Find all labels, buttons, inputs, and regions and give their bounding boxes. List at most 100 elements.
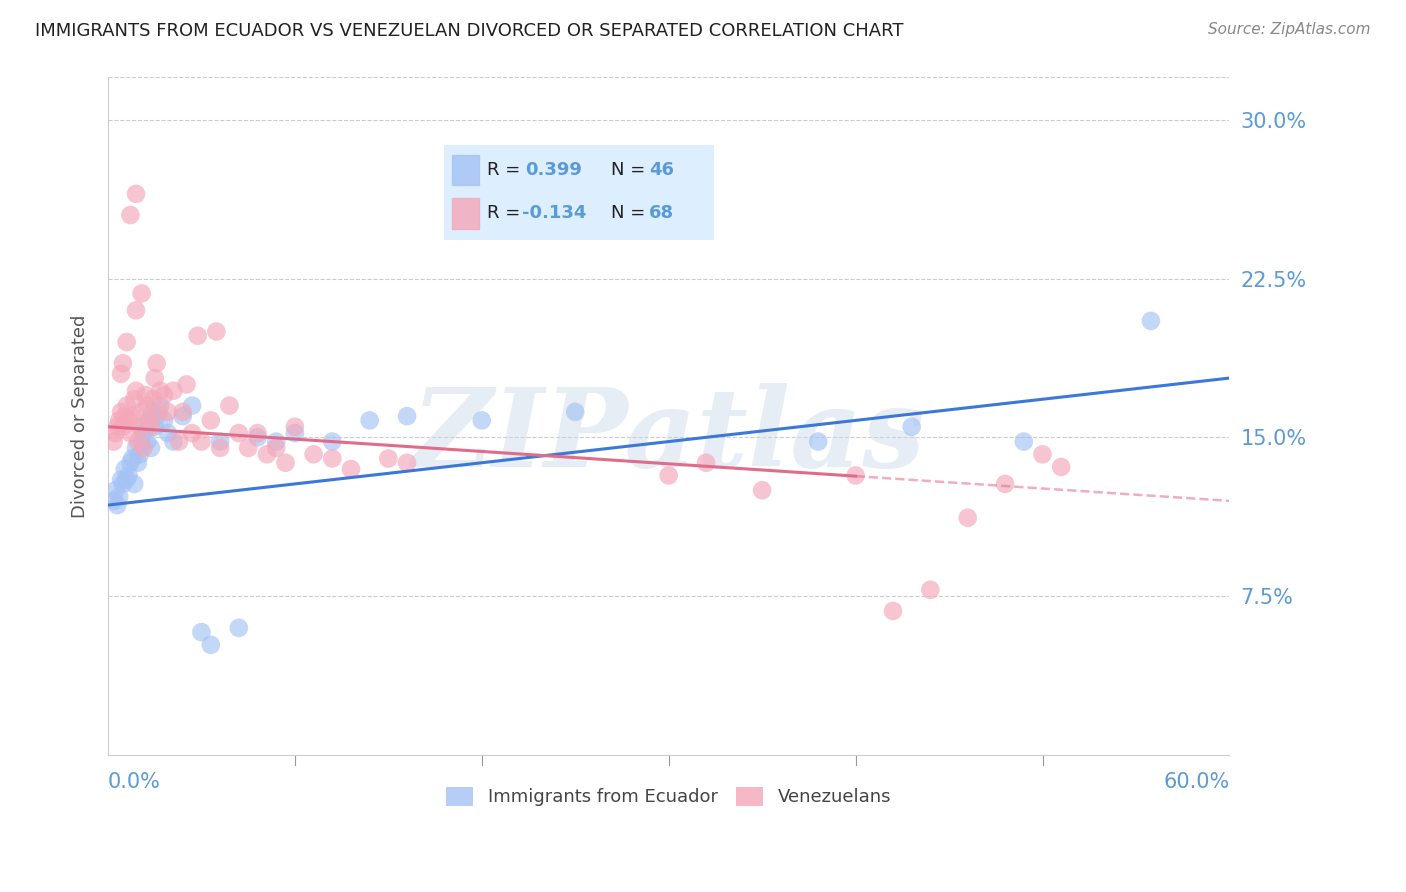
Point [111, 419, 134, 434]
Point [1012, 434, 1035, 449]
Point [246, 430, 269, 444]
Text: 60.0%: 60.0% [1163, 772, 1229, 792]
Point [1031, 447, 1053, 461]
Point [302, 447, 325, 461]
Text: Source: ZipAtlas.com: Source: ZipAtlas.com [1208, 22, 1371, 37]
Point [114, 409, 136, 424]
Point [1050, 460, 1073, 475]
Point [125, 303, 148, 318]
Point [1140, 314, 1163, 328]
Point [284, 426, 307, 441]
Y-axis label: Divorced or Separated: Divorced or Separated [72, 315, 89, 518]
Point [121, 409, 143, 424]
Point [845, 468, 868, 483]
Point [117, 468, 139, 483]
Point [111, 356, 134, 370]
Point [377, 451, 399, 466]
Text: IMMIGRANTS FROM ECUADOR VS VENEZUELAN DIVORCED OR SEPARATED CORRELATION CHART: IMMIGRANTS FROM ECUADOR VS VENEZUELAN DI… [35, 22, 904, 40]
Point [120, 426, 142, 441]
Point [131, 405, 153, 419]
Point [162, 384, 184, 398]
Point [134, 388, 156, 402]
Point [105, 498, 128, 512]
Point [176, 377, 198, 392]
Point [108, 413, 131, 427]
Point [115, 399, 138, 413]
Point [131, 286, 153, 301]
Point [751, 483, 773, 498]
Point [882, 604, 904, 618]
Point [264, 434, 287, 449]
Point [104, 483, 127, 498]
Point [228, 426, 250, 441]
Point [395, 456, 418, 470]
Point [190, 434, 212, 449]
Point [172, 409, 194, 424]
Point [658, 468, 681, 483]
Point [120, 208, 142, 222]
Point [145, 409, 167, 424]
Point [187, 328, 209, 343]
Point [807, 434, 830, 449]
Point [145, 356, 167, 370]
Point [359, 413, 381, 427]
Point [104, 426, 127, 441]
Point [284, 419, 307, 434]
Point [218, 399, 240, 413]
Point [127, 434, 149, 449]
Point [142, 392, 165, 407]
Point [110, 367, 132, 381]
Point [920, 582, 942, 597]
Legend: Immigrants from Ecuador, Venezuelans: Immigrants from Ecuador, Venezuelans [439, 780, 898, 814]
Point [128, 419, 150, 434]
Point [134, 419, 156, 434]
Point [122, 477, 145, 491]
Point [172, 405, 194, 419]
Point [143, 419, 166, 434]
Point [110, 473, 132, 487]
Point [256, 447, 278, 461]
Point [153, 388, 176, 402]
Point [321, 434, 343, 449]
Point [149, 399, 172, 413]
Point [209, 434, 232, 449]
Point [115, 334, 138, 349]
Point [162, 434, 184, 449]
Text: ZIPatlas: ZIPatlas [412, 383, 925, 491]
Point [132, 441, 155, 455]
Point [167, 434, 190, 449]
Point [156, 405, 179, 419]
Point [138, 413, 160, 427]
Point [115, 473, 138, 487]
Point [114, 462, 136, 476]
Point [108, 490, 131, 504]
Point [120, 456, 142, 470]
Point [122, 392, 145, 407]
Point [117, 413, 139, 427]
Point [205, 325, 228, 339]
Point [564, 405, 586, 419]
Point [136, 434, 159, 449]
Point [149, 384, 172, 398]
Point [121, 451, 143, 466]
Point [128, 447, 150, 461]
Point [153, 413, 176, 427]
Point [139, 419, 162, 434]
Point [138, 413, 160, 427]
Point [103, 493, 125, 508]
Point [264, 441, 287, 455]
Point [274, 456, 297, 470]
Text: 0.0%: 0.0% [108, 772, 160, 792]
Point [105, 419, 128, 434]
Point [471, 413, 494, 427]
Point [395, 409, 418, 424]
Point [136, 399, 159, 413]
Point [142, 405, 165, 419]
Point [156, 426, 179, 441]
Point [200, 413, 222, 427]
Point [131, 434, 153, 449]
Point [127, 456, 149, 470]
Point [340, 462, 363, 476]
Point [111, 477, 134, 491]
Point [181, 426, 204, 441]
